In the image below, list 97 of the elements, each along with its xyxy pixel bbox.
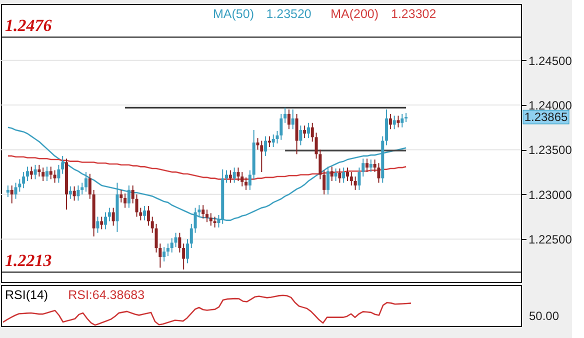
candlestick [264,136,268,156]
candlestick [80,182,84,195]
candlestick [88,173,92,200]
candlestick [362,158,365,178]
candlestick [280,113,283,140]
chart-title: RSI(14) [5,288,48,302]
candlestick [182,243,186,270]
annotation: 1.23302 [391,7,436,21]
annotation: RSI:64.38683 [68,288,145,302]
candlestick [42,167,45,182]
candlestick [213,216,216,228]
candlestick [287,108,290,130]
y-tick-label: 1.23500 [528,143,572,158]
candlestick [38,164,41,178]
candlestick [49,166,52,180]
candlestick [186,238,189,264]
candlestick [104,212,108,230]
candlestick [68,186,72,200]
candlestick [124,193,127,208]
candlestick [162,246,166,262]
candlestick [202,204,205,220]
candlestick [366,158,369,173]
text: 1.23865 [524,110,568,124]
candlestick [146,206,150,226]
candlestick [174,232,178,248]
candlestick [240,172,244,187]
candlestick [248,170,252,190]
candlestick [322,170,326,195]
candlestick [120,189,123,203]
candlestick [291,108,294,130]
candlestick [299,125,302,146]
candlestick [170,238,174,253]
candlestick [260,140,264,173]
candlestick [358,167,361,190]
candlestick [26,166,29,182]
candlestick [127,184,130,208]
candlestick [139,207,142,221]
y-tick-label: 1.22500 [528,232,572,247]
candlestick [225,170,228,184]
text: 50.00 [529,309,560,323]
candlestick [61,155,64,174]
candlestick [45,166,48,182]
candlestick [100,216,104,230]
candlestick [354,176,357,190]
y-tick-label: 1.24000 [528,98,572,113]
y-tick-label: 1.24500 [528,54,572,68]
candlestick [53,170,56,184]
candlestick [400,113,404,128]
candlestick [295,113,298,155]
annotation: 1.23520 [266,7,312,21]
candlestick [244,176,248,190]
candlestick [206,209,208,223]
candlestick [284,107,287,124]
candlestick [338,168,342,184]
candlestick [385,108,388,146]
candlestick [236,167,240,182]
candlestick [377,162,380,184]
text: MA(50) [213,7,254,21]
candlestick [350,172,353,186]
candlestick [310,122,314,142]
candlestick [342,167,346,184]
candlestick [57,164,60,184]
candlestick [178,232,182,253]
y-tick-label: 1.23000 [528,188,572,202]
candlestick [330,166,334,182]
ref-line-label: 1.2213 [5,251,52,270]
candlestick [112,207,115,226]
candlestick [272,134,275,148]
candlestick [388,113,392,130]
candlestick [209,212,212,226]
candlestick [396,115,400,128]
candlestick [34,164,37,180]
candlestick [228,170,232,184]
candlestick [256,138,260,150]
candlestick [22,172,26,189]
candlestick [143,206,146,221]
candlestick [14,182,18,200]
candlestick [30,166,33,180]
candlestick [190,223,193,249]
candlestick [232,167,236,184]
candlestick [72,186,76,202]
candlestick [369,159,372,173]
ref-line-label: 1.2476 [5,16,52,36]
candlestick [346,167,350,182]
candlestick [150,216,154,234]
candlestick [334,168,338,182]
candlestick [96,216,100,234]
candlestick [166,243,170,257]
text: MA(200) [330,7,379,21]
candlestick [303,125,306,139]
candlestick [84,172,88,192]
candlestick [392,115,396,130]
candlestick [6,184,10,198]
candlestick [326,166,330,195]
candlestick [306,122,310,139]
candlestick [10,184,14,204]
candlestick [76,184,80,202]
